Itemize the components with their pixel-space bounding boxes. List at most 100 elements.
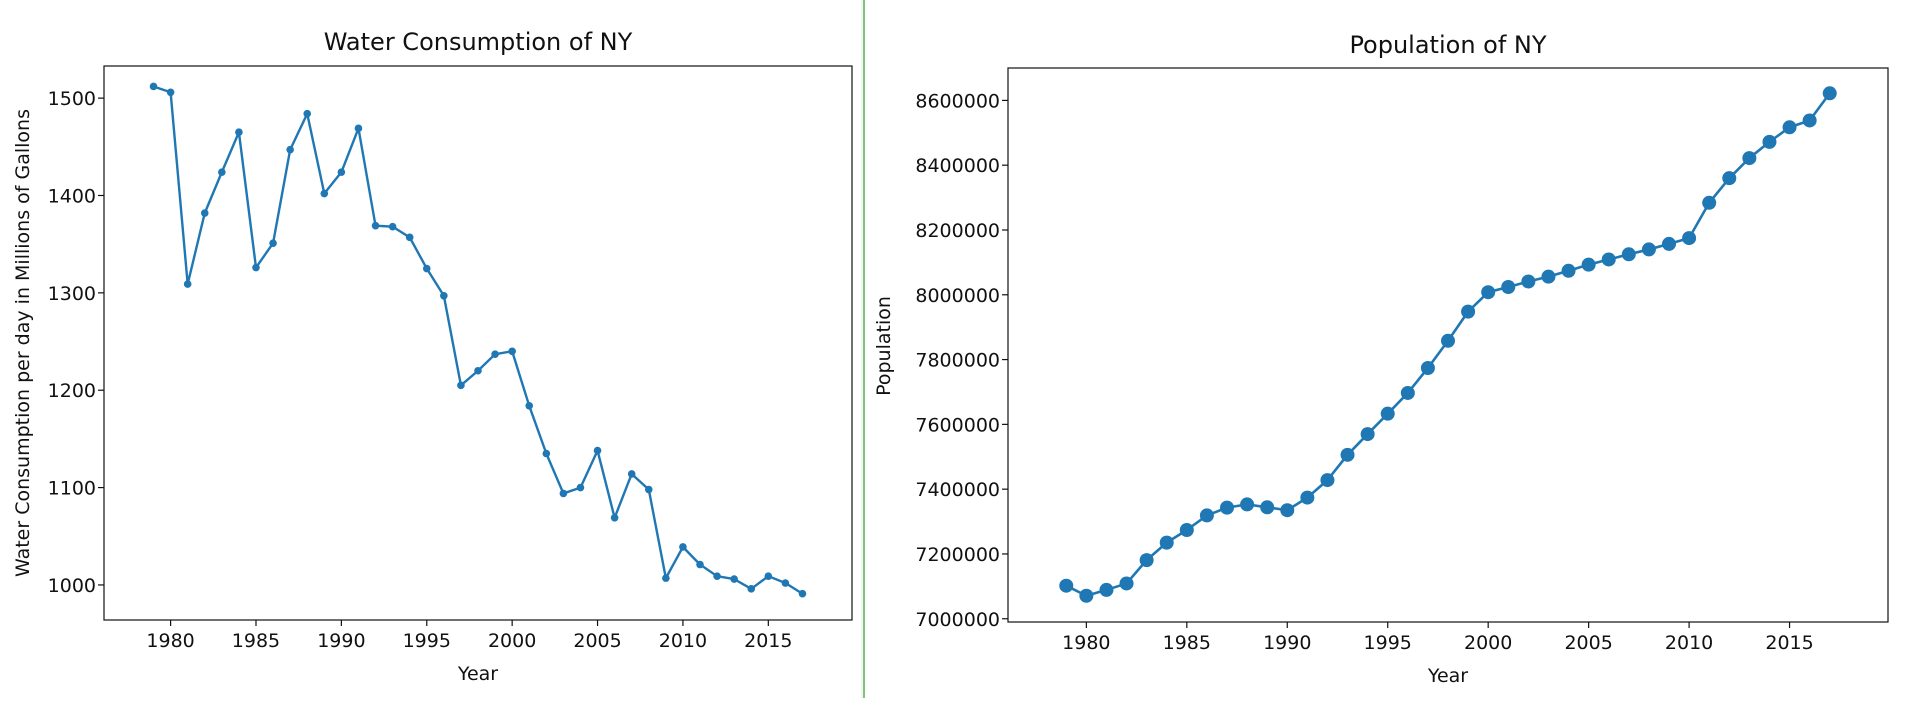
x-tick-label: 2000: [1464, 632, 1512, 654]
series-line: [153, 85, 804, 595]
data-point: [508, 347, 516, 356]
data-point: [1561, 263, 1576, 278]
y-tick-label: 1300: [48, 283, 96, 305]
data-point: [781, 579, 790, 587]
data-point: [1461, 304, 1476, 319]
y-tick-label: 7000000: [915, 609, 1000, 631]
data-point: [559, 489, 568, 498]
y-tick-label: 7800000: [915, 350, 1000, 372]
data-point: [1240, 497, 1255, 512]
data-point: [440, 291, 448, 300]
x-tick-label: 1980: [1062, 632, 1110, 654]
x-axis-label: Year: [457, 663, 498, 685]
data-point: [662, 574, 670, 582]
data-point: [1059, 578, 1074, 593]
chart-title: Population of NY: [1349, 31, 1546, 59]
data-point: [474, 366, 482, 375]
data-point: [1139, 553, 1154, 568]
y-tick-label: 8400000: [915, 155, 1000, 177]
x-tick-label: 1995: [1364, 632, 1412, 654]
data-point: [1219, 500, 1234, 515]
chart-title: Water Consumption of NY: [324, 28, 633, 56]
data-point: [422, 264, 431, 273]
x-tick-label: 1990: [1263, 632, 1311, 654]
data-point: [798, 589, 807, 598]
data-point: [354, 124, 363, 133]
x-axis-label: Year: [1427, 665, 1468, 687]
data-point: [1420, 361, 1435, 376]
data-point: [1702, 195, 1717, 210]
data-point: [1380, 406, 1395, 421]
data-point: [235, 128, 243, 137]
y-axis-label: Population: [873, 296, 895, 396]
data-point: [1280, 503, 1295, 518]
y-tick-label: 1400: [48, 185, 96, 207]
y-tick-label: 8000000: [915, 285, 1000, 307]
data-point: [491, 350, 499, 358]
data-point: [1762, 134, 1777, 149]
data-point: [1822, 86, 1837, 101]
x-tick-label: 1985: [1163, 632, 1211, 654]
x-tick-label: 1990: [317, 630, 365, 652]
population-chart: Population of NY 1980 1985 1990 1995 2000 2005…: [873, 31, 1889, 687]
data-point: [679, 543, 687, 551]
population-panel: Population of NY 1980 1985 1990 1995 2000 2005…: [866, 0, 1920, 698]
x-tick-label: 2010: [659, 630, 707, 652]
plot-frame: [103, 65, 853, 621]
data-point: [525, 401, 534, 410]
data-point: [1400, 385, 1415, 400]
data-point: [627, 470, 636, 478]
y-tick-label: 7600000: [915, 414, 1000, 436]
data-point: [269, 239, 277, 248]
water-consumption-panel: Water Consumption of NY 1980 1985 1990 1995 2…: [0, 0, 861, 698]
data-point: [405, 233, 414, 242]
data-point: [1682, 231, 1697, 246]
data-point: [320, 189, 329, 198]
data-point: [542, 449, 551, 458]
data-point: [713, 572, 721, 580]
data-point: [218, 168, 226, 176]
data-point: [1722, 171, 1737, 186]
data-point: [1541, 269, 1556, 284]
data-point: [1601, 252, 1616, 267]
y-tick-label: 7200000: [915, 544, 1000, 566]
data-point: [200, 209, 209, 217]
x-tick-label: 1995: [403, 630, 451, 652]
data-point: [593, 446, 602, 455]
data-point: [1501, 280, 1516, 295]
data-point: [252, 263, 260, 272]
y-tick-label: 7400000: [915, 479, 1000, 501]
x-tick-label: 2015: [1765, 632, 1813, 654]
plot-frame: [1007, 67, 1889, 623]
data-point: [1179, 522, 1194, 537]
data-point: [1662, 236, 1677, 251]
data-point: [610, 513, 619, 522]
data-point: [1441, 333, 1455, 348]
data-point: [1159, 535, 1174, 550]
y-tick-label: 1000: [48, 575, 96, 597]
data-point: [1340, 447, 1355, 462]
x-tick-label: 2015: [744, 630, 792, 652]
x-tick-label: 2010: [1665, 632, 1713, 654]
data-point: [1481, 285, 1496, 300]
data-point: [1621, 247, 1636, 262]
data-point: [149, 82, 158, 91]
data-point: [286, 145, 294, 154]
y-tick-label: 8600000: [915, 90, 1000, 112]
x-tick-label: 2000: [488, 630, 536, 652]
y-tick-label: 8200000: [915, 220, 1000, 242]
data-point: [1742, 151, 1757, 166]
data-point: [337, 168, 346, 176]
data-point: [1199, 508, 1214, 523]
data-point: [1260, 500, 1275, 515]
x-tick-label: 2005: [573, 630, 621, 652]
x-tick-label: 1985: [232, 630, 280, 652]
data-point: [1521, 274, 1536, 289]
data-point: [747, 585, 756, 593]
window-divider[interactable]: [861, 0, 866, 698]
data-point: [1079, 588, 1094, 603]
data-point: [1119, 576, 1134, 591]
data-point: [1099, 582, 1114, 597]
y-axis-label: Water Consumption per day in Millions of…: [12, 109, 34, 577]
data-point: [1360, 427, 1375, 442]
